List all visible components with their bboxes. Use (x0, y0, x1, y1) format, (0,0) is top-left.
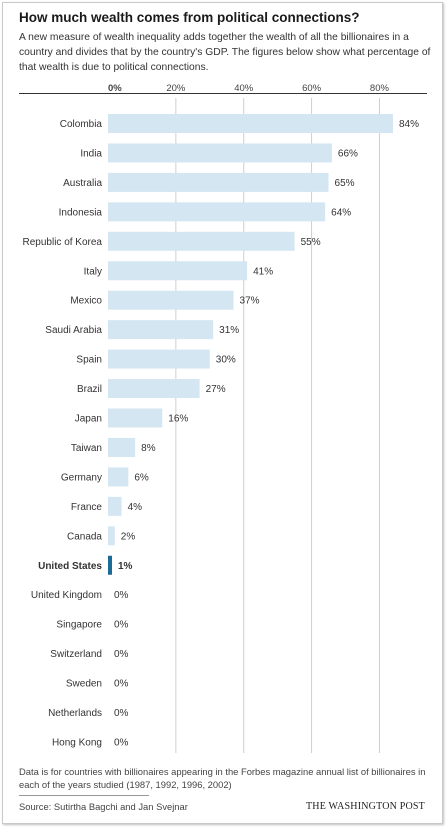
bar (108, 202, 326, 222)
x-tick-label: 20% (166, 83, 186, 94)
value-label: 4% (128, 502, 143, 513)
bar (108, 467, 129, 487)
footer-divider (19, 795, 149, 796)
value-label: 31% (219, 325, 239, 336)
data-note: Data is for countries with billionaires … (19, 766, 426, 790)
value-label: 0% (114, 590, 129, 601)
category-label: Canada (67, 531, 102, 542)
category-label: India (80, 148, 102, 159)
category-label: Netherlands (48, 708, 102, 719)
bar (108, 437, 136, 457)
category-label: Taiwan (71, 443, 102, 454)
value-label: 0% (114, 737, 129, 748)
value-label: 30% (216, 355, 236, 366)
category-label: Japan (75, 414, 102, 425)
value-label: 27% (206, 384, 226, 395)
category-label: France (71, 502, 103, 513)
category-label: Mexico (70, 296, 102, 307)
bar (108, 290, 234, 310)
chart-frame (2, 2, 443, 824)
category-label: Republic of Korea (23, 237, 103, 248)
bar (108, 379, 200, 399)
bar (108, 496, 122, 516)
bar (108, 555, 112, 575)
value-label: 65% (335, 178, 355, 189)
value-label: 0% (114, 708, 129, 719)
x-tick-label: 40% (234, 83, 254, 94)
x-tick-label: 80% (370, 83, 390, 94)
category-label: Indonesia (59, 207, 103, 218)
x-tick-label: 0% (108, 83, 122, 94)
bar (108, 143, 332, 163)
source-credit: Source: Sutirtha Bagchi and Jan Svejnar (19, 801, 188, 812)
category-label: Colombia (60, 119, 103, 130)
category-label: Australia (63, 178, 102, 189)
category-label: Singapore (56, 620, 102, 631)
bar (108, 408, 163, 428)
chart-title: How much wealth comes from political con… (19, 10, 360, 25)
value-label: 41% (253, 266, 273, 277)
category-label: Hong Kong (52, 737, 102, 748)
category-label: Germany (61, 472, 102, 483)
value-label: 0% (114, 649, 129, 660)
category-label: Italy (84, 266, 102, 277)
bar (108, 526, 115, 546)
value-label: 1% (118, 561, 133, 572)
bar (108, 349, 210, 369)
publisher-logo: THE WASHINGTON POST (306, 801, 425, 812)
category-label: United States (38, 561, 102, 572)
value-label: 0% (114, 620, 129, 631)
category-label: United Kingdom (31, 590, 102, 601)
bar (108, 261, 248, 281)
bar (108, 231, 295, 251)
category-label: Saudi Arabia (45, 325, 102, 336)
bar (108, 172, 329, 192)
value-label: 64% (331, 207, 351, 218)
value-label: 84% (399, 119, 419, 130)
header-divider (19, 93, 427, 94)
value-label: 0% (114, 679, 129, 690)
value-label: 6% (134, 472, 149, 483)
value-label: 8% (141, 443, 156, 454)
bar (108, 320, 214, 340)
category-label: Spain (76, 355, 102, 366)
value-label: 55% (301, 237, 321, 248)
bar (108, 114, 393, 133)
category-label: Sweden (66, 679, 102, 690)
category-label: Brazil (77, 384, 102, 395)
x-tick-label: 60% (302, 83, 322, 94)
value-label: 66% (338, 148, 358, 159)
value-label: 16% (168, 414, 188, 425)
category-label: Switzerland (50, 649, 102, 660)
value-label: 2% (121, 531, 136, 542)
value-label: 37% (240, 296, 260, 307)
chart-subtitle: A new measure of wealth inequality adds … (19, 32, 431, 73)
